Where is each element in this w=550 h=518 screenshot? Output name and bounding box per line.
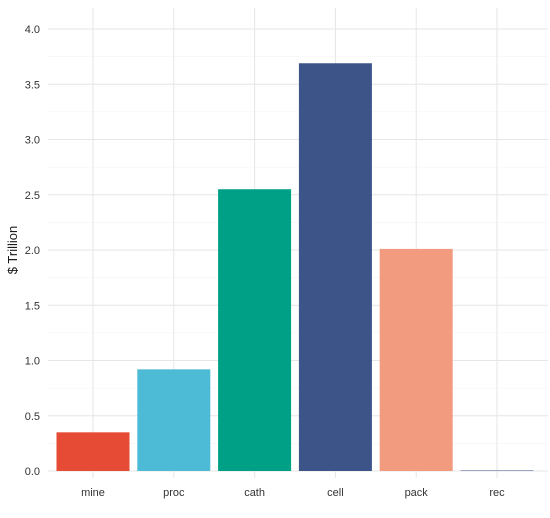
y-axis-ticks: 0.0 0.5 1.0 1.5 2.0 2.5 3.0 3.5 4.0 xyxy=(25,24,40,478)
x-tick-label: proc xyxy=(163,487,185,499)
bar-cath xyxy=(218,189,292,471)
y-tick-label: 2.5 xyxy=(25,190,40,202)
y-tick-label: 2.0 xyxy=(25,245,40,257)
y-axis-title: $ Trillion xyxy=(5,226,20,274)
bar-cell xyxy=(298,63,372,471)
x-tick-label: cath xyxy=(244,487,265,499)
y-tick-label: 0.5 xyxy=(25,411,40,423)
bar-proc xyxy=(137,369,211,471)
bar-mine xyxy=(56,432,130,471)
x-tick-label: cell xyxy=(327,487,344,499)
x-tick-label: rec xyxy=(489,487,505,499)
bar-rec xyxy=(460,470,534,471)
bars xyxy=(56,63,534,471)
grid-lines xyxy=(48,8,548,478)
y-tick-label: 0.0 xyxy=(25,466,40,478)
y-tick-label: 3.0 xyxy=(25,135,40,147)
x-tick-label: pack xyxy=(405,487,429,499)
y-tick-label: 1.0 xyxy=(25,356,40,368)
x-tick-label: mine xyxy=(81,487,105,499)
x-axis-ticks: mine proc cath cell pack rec xyxy=(81,487,505,499)
y-tick-label: 1.5 xyxy=(25,300,40,312)
y-tick-label: 4.0 xyxy=(25,24,40,36)
y-tick-label: 3.5 xyxy=(25,79,40,91)
bar-pack xyxy=(379,248,453,471)
